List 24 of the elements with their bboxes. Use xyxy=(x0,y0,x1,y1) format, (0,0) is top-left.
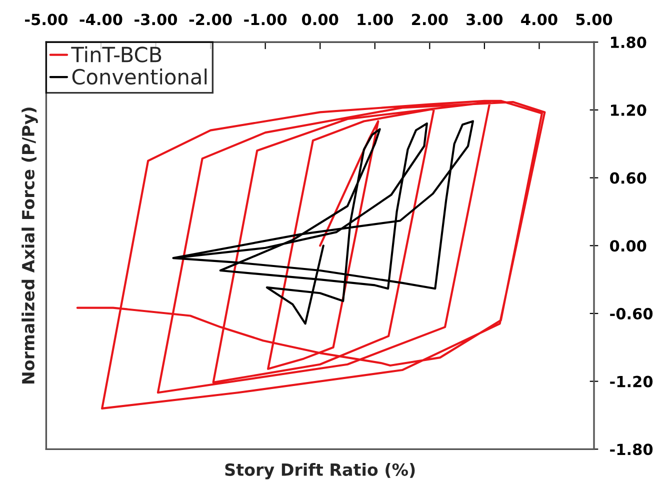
y-axis-title: Normalized Axial Force (P/Py) xyxy=(22,108,38,384)
x-tick-label: 3.00 xyxy=(466,14,503,26)
x-tick-label: 0.00 xyxy=(302,14,338,26)
x-tick-label: 2.00 xyxy=(412,14,448,26)
y-tick-label: 0.60 xyxy=(610,172,646,184)
y-tick-label: 1.80 xyxy=(611,36,646,48)
x-tick-label: 4.00 xyxy=(521,14,558,26)
x-axis-title: Story Drift Ratio (%) xyxy=(225,463,415,480)
y-tick-label: -1.80 xyxy=(610,444,653,456)
legend-label: TinT-BCB xyxy=(71,46,162,62)
y-tick-label: 1.20 xyxy=(611,104,646,116)
x-tick-label: -4.00 xyxy=(80,14,122,26)
line-series xyxy=(76,100,546,410)
x-tick-label: -1.00 xyxy=(244,14,287,26)
y-tick-label: 0.00 xyxy=(610,240,646,252)
x-tick-label: -2.00 xyxy=(189,14,232,26)
y-tick-label: -1.20 xyxy=(610,376,653,388)
x-tick-label: 1.00 xyxy=(358,14,393,26)
x-tick-label: -3.00 xyxy=(134,14,178,26)
x-tick-label: 5.00 xyxy=(576,14,612,26)
line-series xyxy=(172,120,474,325)
y-tick-label: -0.60 xyxy=(610,308,653,320)
x-tick-label: -5.00 xyxy=(25,14,68,26)
legend-label: Conventional xyxy=(72,68,207,85)
